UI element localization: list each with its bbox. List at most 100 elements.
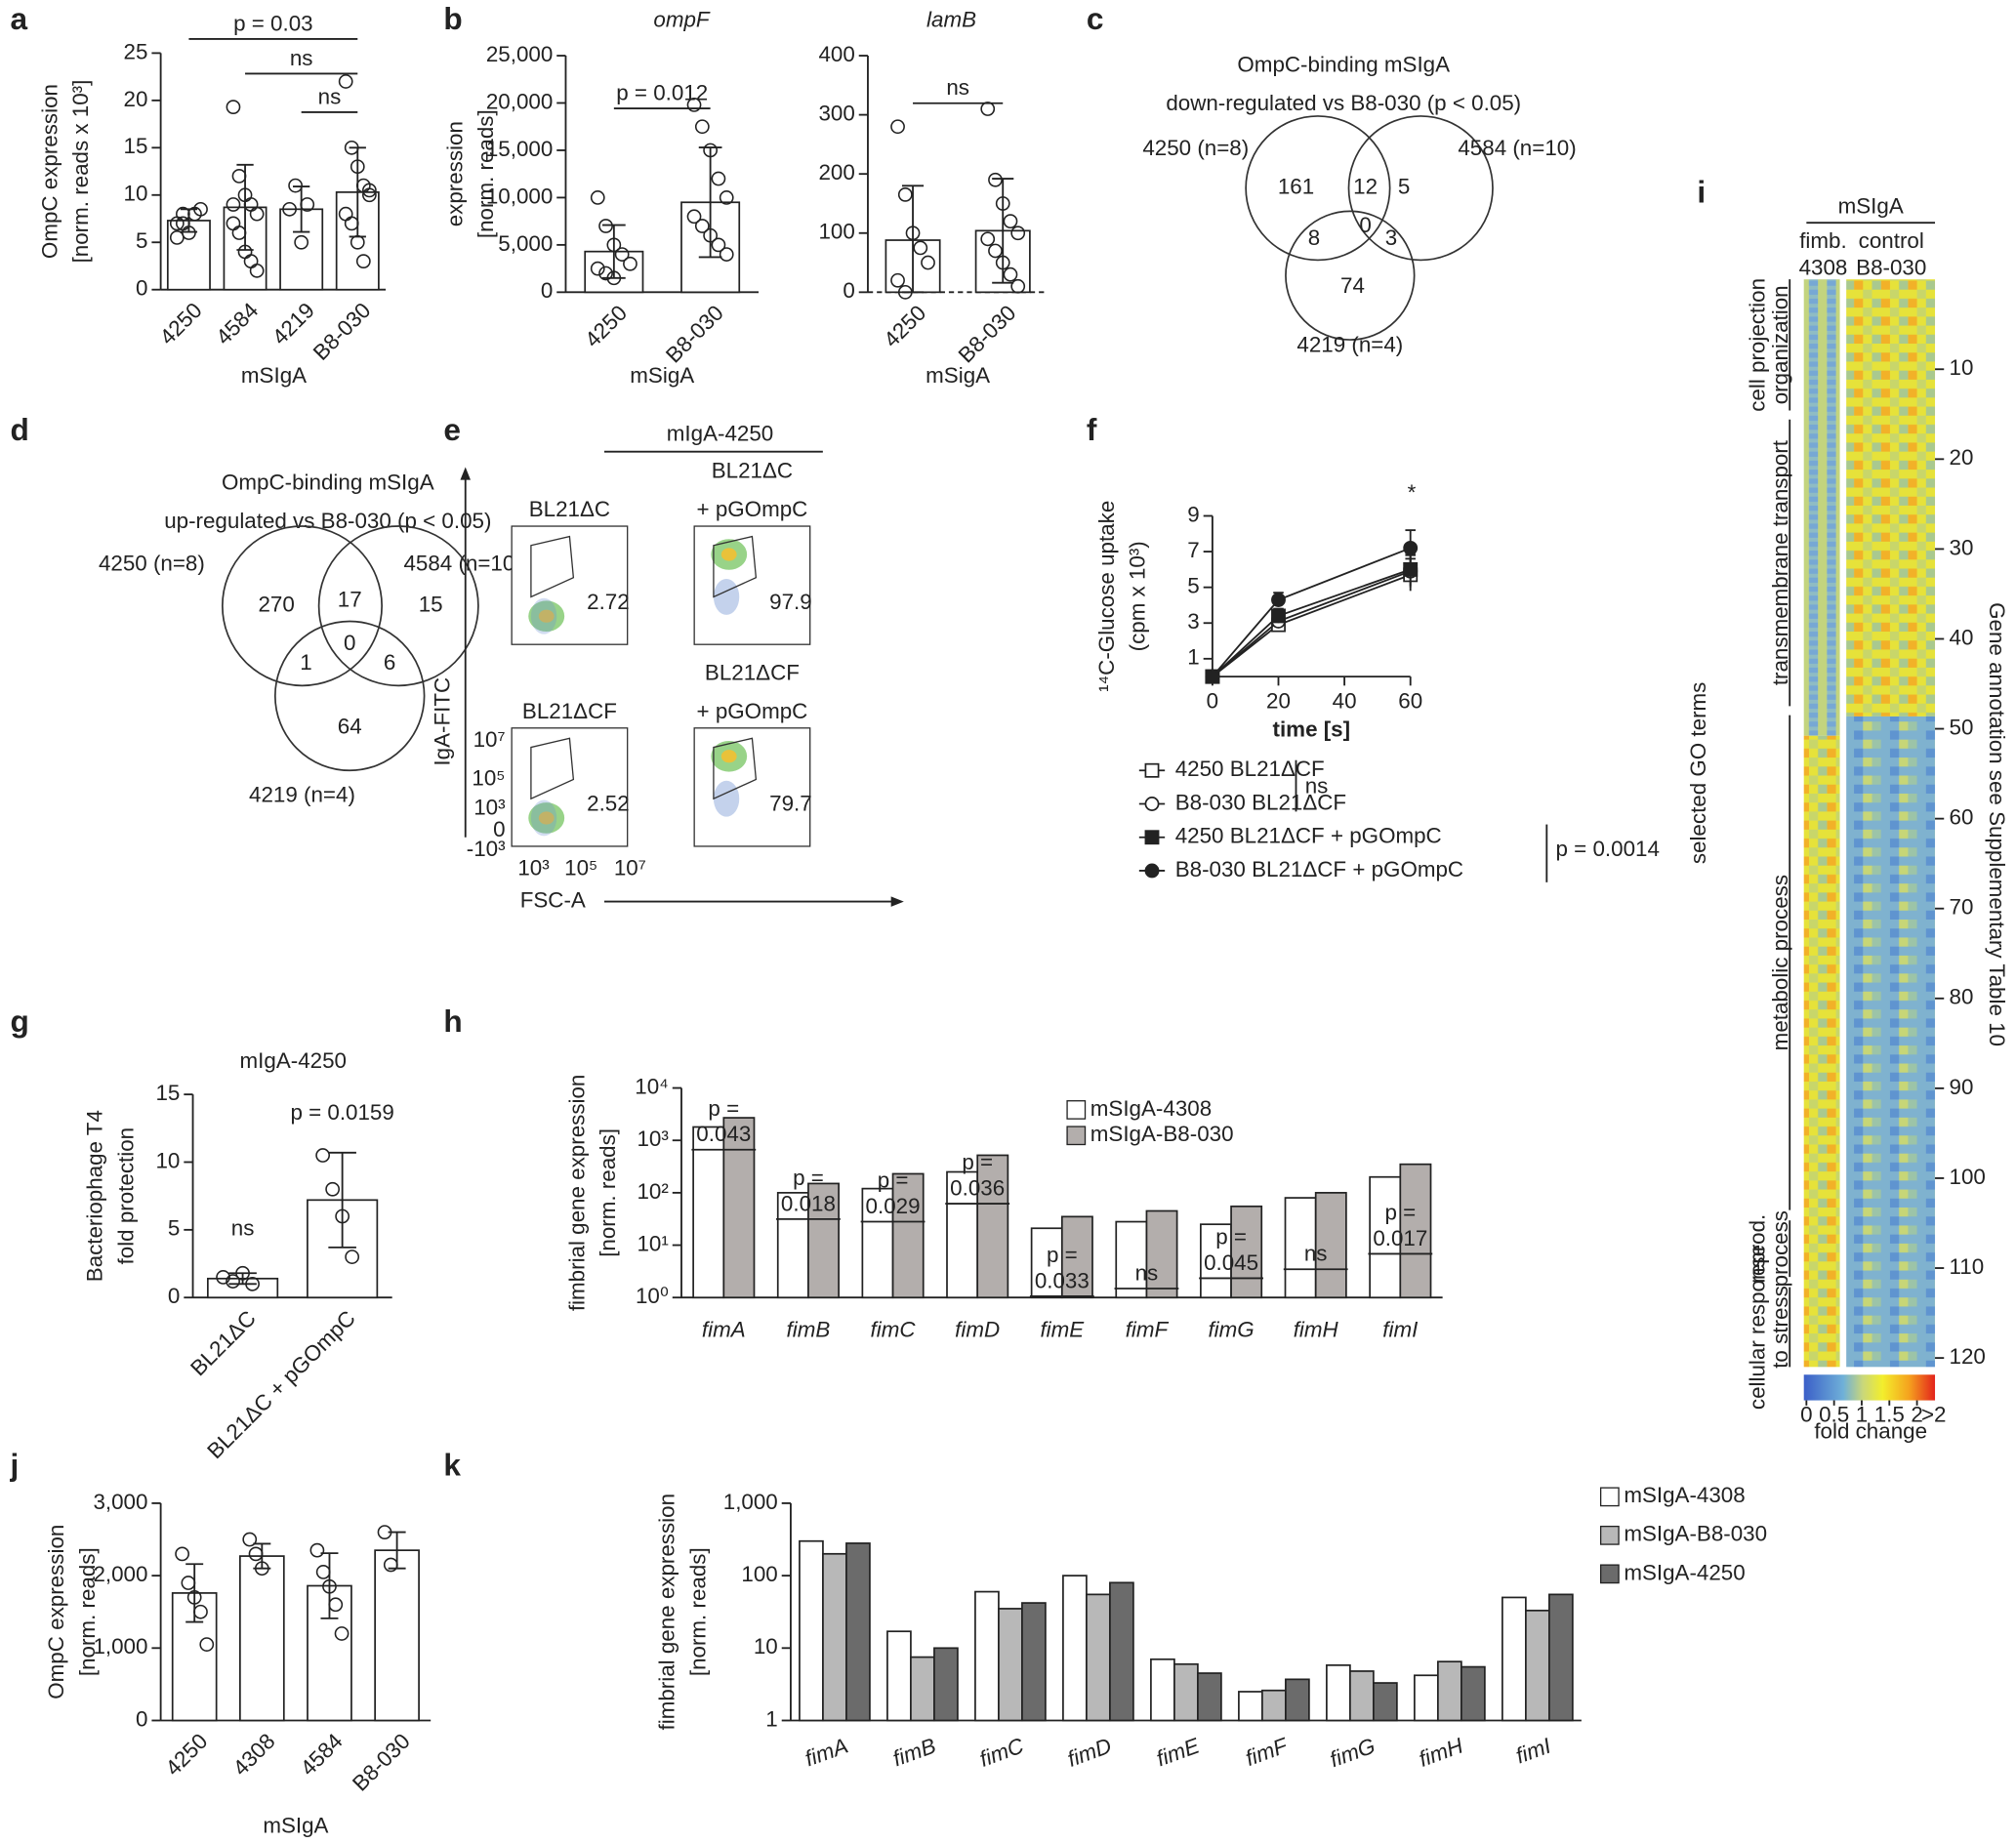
data-point <box>719 190 734 205</box>
gate-percent: 2.72 <box>587 590 630 614</box>
y-tick-label: 10⁴ <box>635 1074 669 1098</box>
data-point <box>226 1274 240 1289</box>
annotation: 0.029 <box>866 1194 921 1218</box>
bar <box>799 1539 824 1722</box>
y-tick-label: -10³ <box>467 837 506 861</box>
bar <box>239 1555 285 1722</box>
row-tick-label: 40 <box>1950 625 1974 649</box>
data-point <box>890 119 905 135</box>
population-core <box>720 548 737 561</box>
data-point <box>719 247 734 262</box>
data-point <box>199 1637 215 1652</box>
bar <box>1261 1689 1287 1722</box>
marker <box>1144 762 1160 778</box>
y-tick-label: 15 <box>155 1081 180 1105</box>
bar <box>861 1187 894 1299</box>
chart-title: down-regulated vs B8-030 (p < 0.05) <box>1166 91 1521 115</box>
data-point <box>294 234 309 250</box>
annotation: * <box>1408 480 1417 505</box>
bar <box>974 1590 1000 1722</box>
legend-swatch <box>1066 1126 1087 1146</box>
x-tick-label: fimD <box>1064 1734 1115 1772</box>
set-label: 4219 (n=4) <box>1296 333 1403 357</box>
data-point <box>980 231 996 247</box>
bar <box>1115 1220 1148 1299</box>
y-tick-label: 1,000 <box>723 1490 778 1514</box>
y-tick-label: 25,000 <box>486 42 553 66</box>
panel-letter: j <box>10 1447 20 1482</box>
gate <box>530 737 575 800</box>
y-tick-label: 10⁵ <box>472 765 505 790</box>
y-tick-label: 10³ <box>473 796 506 820</box>
x-tick-label: fimF <box>1242 1733 1292 1771</box>
data-point <box>377 1525 392 1539</box>
bar <box>1548 1593 1574 1722</box>
legend-label: mSIgA-4308 <box>1624 1483 1745 1507</box>
legend-label: B8-030 BL21ΔCF + pGOmpC <box>1175 857 1463 881</box>
y-tick-label: 100 <box>741 1562 777 1586</box>
bar <box>998 1608 1023 1722</box>
data-point <box>315 1565 331 1579</box>
header: mSIgA <box>1838 193 1904 218</box>
y-tick-label: 300 <box>818 102 854 126</box>
population-core <box>720 750 737 763</box>
x-tick-label: fimG <box>1208 1317 1254 1341</box>
colorbar-tick-label: 0.5 <box>1819 1402 1849 1426</box>
bar <box>976 1154 1009 1299</box>
x-tick-label: 4308 <box>228 1729 280 1781</box>
legend-label: 4250 BL21ΔCF + pGOmpC <box>1175 824 1442 848</box>
y-tick-label: 10⁷ <box>473 727 506 752</box>
x-tick-label: fimG <box>1327 1734 1378 1773</box>
y-axis-label: Gene annotation see Supplementary Table … <box>1985 602 2009 1046</box>
plot-frame <box>511 727 629 847</box>
heatmap-block <box>1803 279 1840 736</box>
data-point <box>226 197 241 212</box>
marker <box>1271 593 1286 607</box>
panel-letter: k <box>443 1447 461 1482</box>
y-tick-label: 5 <box>1187 574 1199 598</box>
bar <box>1197 1672 1222 1722</box>
colorbar-tick-label: >2 <box>1921 1402 1947 1426</box>
data-point <box>300 197 315 212</box>
annotation: 0.018 <box>781 1191 836 1215</box>
annotation: ns <box>1135 1260 1159 1285</box>
data-point <box>181 1576 196 1590</box>
x-tick-label: B8-030 <box>954 301 1021 368</box>
bar <box>1150 1658 1175 1722</box>
y-axis-label: [norm. reads] <box>473 109 498 238</box>
y-axis-label: OmpC expression <box>44 1525 68 1700</box>
marker <box>1144 863 1160 879</box>
data-point <box>231 169 247 184</box>
bar <box>807 1182 840 1299</box>
x-tick-label: 10⁵ <box>564 856 597 881</box>
arrow-head <box>890 896 904 907</box>
annotation: p = <box>962 1150 993 1174</box>
data-point <box>335 1208 350 1224</box>
data-point <box>186 1589 202 1605</box>
bar <box>1326 1663 1351 1722</box>
annotation: ns <box>946 75 969 100</box>
x-tick-label: 0 <box>1207 688 1218 713</box>
x-axis-label: mSIgA <box>263 1814 328 1838</box>
x-tick-label: fimD <box>955 1317 1000 1341</box>
bar <box>1502 1596 1527 1722</box>
set-label: 4584 (n=10) <box>403 551 521 575</box>
x-tick-label: fimA <box>802 1734 851 1772</box>
annotation: p = <box>708 1096 739 1121</box>
gate-percent: 79.7 <box>769 792 812 816</box>
venn-set <box>273 620 426 772</box>
bar <box>1145 1209 1178 1299</box>
marker <box>1205 669 1220 684</box>
group-label: metabolic process <box>1768 875 1792 1050</box>
data-point <box>254 1561 269 1577</box>
annotation: 0.043 <box>696 1122 751 1146</box>
data-point <box>344 216 359 231</box>
y-tick-label: 15 <box>124 134 148 158</box>
legend-label: 4250 BL21ΔCF <box>1175 757 1325 781</box>
data-point <box>193 1604 208 1619</box>
bar <box>1461 1665 1486 1722</box>
colorbar-tick-label: 1 <box>1856 1402 1868 1426</box>
panel-letter: f <box>1087 412 1097 447</box>
data-point <box>686 98 702 112</box>
